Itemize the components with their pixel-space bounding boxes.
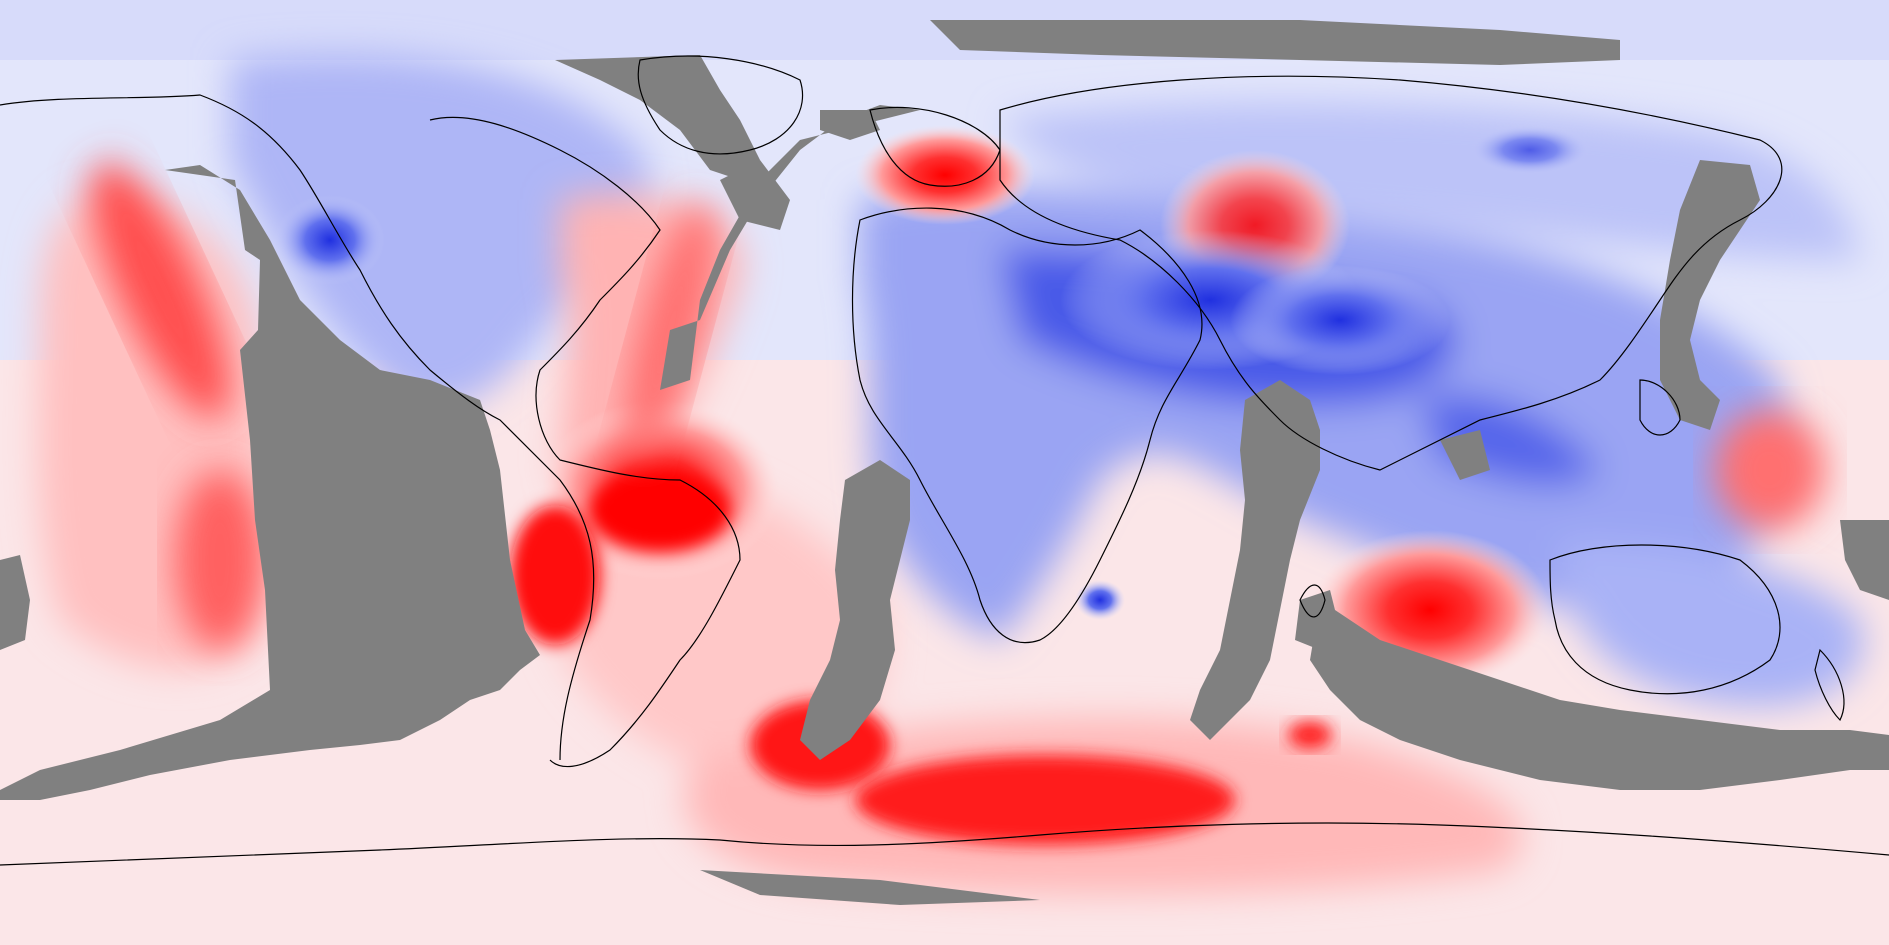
- coastline-scandinavia: [869, 106, 1001, 187]
- masked-regions: [0, 20, 1889, 905]
- coastline-africa: [851, 207, 1203, 644]
- coastline-australia: [1549, 544, 1781, 695]
- coastline-antarctica: [0, 822, 1889, 866]
- coastline-new-zealand: [1814, 648, 1845, 722]
- coastlines: [0, 55, 1889, 866]
- coastline-americas-west: [0, 94, 595, 761]
- coastline-borneo: [1639, 379, 1681, 436]
- coastline-eurasia: [999, 75, 1783, 471]
- coastline-americas-east: [429, 116, 741, 768]
- negative-coldspots: [275, 125, 1590, 620]
- coastline-greenland: [637, 55, 804, 155]
- coastline-madagascar: [1299, 584, 1326, 618]
